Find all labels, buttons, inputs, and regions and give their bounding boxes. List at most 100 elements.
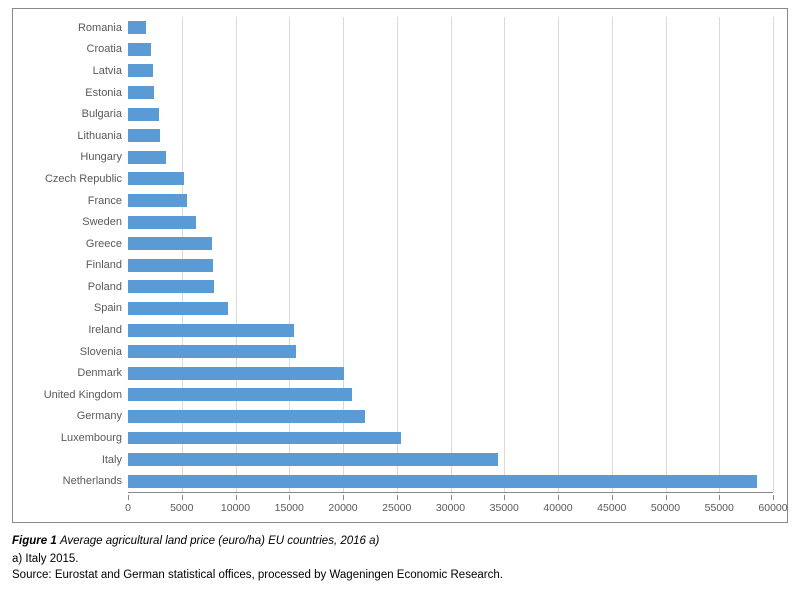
x-tick <box>451 495 452 500</box>
bar-row <box>128 341 296 363</box>
x-tick <box>773 495 774 500</box>
figure-label: Figure 1 <box>12 535 57 547</box>
category-label: Denmark <box>12 367 122 379</box>
category-label: Croatia <box>12 43 122 55</box>
gridline <box>612 17 613 492</box>
bar <box>128 21 146 34</box>
x-tick <box>236 495 237 500</box>
x-tick-label: 20000 <box>328 502 357 514</box>
category-label: Czech Republic <box>12 173 122 185</box>
category-label: Hungary <box>12 151 122 163</box>
x-tick-label: 60000 <box>758 502 787 514</box>
bar-row <box>128 449 498 471</box>
bar <box>128 108 159 121</box>
category-label: Germany <box>12 410 122 422</box>
x-axis-line <box>128 492 773 493</box>
bar-row <box>128 17 146 39</box>
figure-title: Average agricultural land price (euro/ha… <box>60 535 379 547</box>
figure-source: Source: Eurostat and German statistical … <box>12 567 788 583</box>
bar <box>128 194 187 207</box>
bar <box>128 453 498 466</box>
bar <box>128 302 228 315</box>
bar-row <box>128 427 401 449</box>
x-tick-label: 0 <box>125 502 131 514</box>
bar-row <box>128 470 757 492</box>
bar <box>128 172 184 185</box>
bar <box>128 280 214 293</box>
bar <box>128 475 757 488</box>
category-label: Greece <box>12 238 122 250</box>
gridline <box>504 17 505 492</box>
bar-row <box>128 384 352 406</box>
bar-row <box>128 82 154 104</box>
x-tick-label: 10000 <box>221 502 250 514</box>
bar-row <box>128 362 344 384</box>
bar-row <box>128 211 196 233</box>
category-label: Estonia <box>12 87 122 99</box>
x-tick <box>182 495 183 500</box>
bar <box>128 237 212 250</box>
figure-note: a) Italy 2015. <box>12 551 788 567</box>
bar <box>128 64 153 77</box>
category-label: Ireland <box>12 324 122 336</box>
x-tick-label: 35000 <box>490 502 519 514</box>
bar <box>128 410 365 423</box>
x-tick-label: 50000 <box>651 502 680 514</box>
category-label: France <box>12 195 122 207</box>
gridline <box>773 17 774 492</box>
bar-row <box>128 276 214 298</box>
x-tick <box>504 495 505 500</box>
bar <box>128 432 401 445</box>
category-label: Lithuania <box>12 130 122 142</box>
bar-row <box>128 103 159 125</box>
bar-row <box>128 147 166 169</box>
bar-row <box>128 298 228 320</box>
bar <box>128 43 151 56</box>
gridline <box>558 17 559 492</box>
gridline <box>397 17 398 492</box>
category-label: United Kingdom <box>12 389 122 401</box>
x-tick-label: 30000 <box>436 502 465 514</box>
bar <box>128 367 344 380</box>
x-tick-label: 15000 <box>275 502 304 514</box>
category-label: Latvia <box>12 65 122 77</box>
bar <box>128 86 154 99</box>
x-axis: 0500010000150002000025000300003500040000… <box>128 495 773 519</box>
x-tick <box>558 495 559 500</box>
x-tick-label: 55000 <box>705 502 734 514</box>
x-tick-label: 5000 <box>170 502 193 514</box>
chart-container: 0500010000150002000025000300003500040000… <box>12 8 788 523</box>
category-label: Slovenia <box>12 346 122 358</box>
bar <box>128 345 296 358</box>
figure-caption: Figure 1 Average agricultural land price… <box>12 533 788 583</box>
bar-row <box>128 60 153 82</box>
x-tick <box>343 495 344 500</box>
bar <box>128 216 196 229</box>
x-tick-label: 25000 <box>382 502 411 514</box>
x-tick <box>289 495 290 500</box>
bar-row <box>128 233 212 255</box>
category-label: Sweden <box>12 216 122 228</box>
gridline <box>451 17 452 492</box>
bar-row <box>128 39 151 61</box>
category-label: Romania <box>12 22 122 34</box>
category-label: Spain <box>12 302 122 314</box>
category-label: Finland <box>12 259 122 271</box>
x-tick <box>397 495 398 500</box>
bar-row <box>128 319 294 341</box>
category-label: Poland <box>12 281 122 293</box>
bar <box>128 151 166 164</box>
bar-row <box>128 125 160 147</box>
bar <box>128 324 294 337</box>
category-label: Luxembourg <box>12 432 122 444</box>
bar <box>128 259 213 272</box>
bar-row <box>128 406 365 428</box>
x-tick <box>719 495 720 500</box>
bar <box>128 129 160 142</box>
x-tick <box>612 495 613 500</box>
bar-row <box>128 255 213 277</box>
gridline <box>719 17 720 492</box>
category-label: Italy <box>12 454 122 466</box>
x-tick <box>128 495 129 500</box>
bar-row <box>128 190 187 212</box>
